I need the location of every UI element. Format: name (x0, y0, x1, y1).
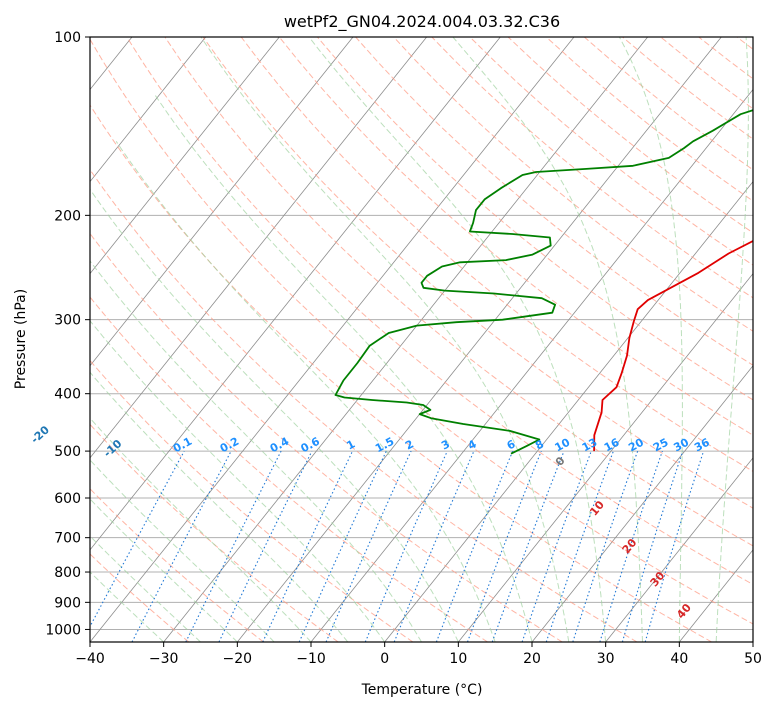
mixing-ratio-label: 16 (602, 436, 622, 455)
y-tick-label: 700 (54, 531, 81, 547)
moist-adiabat-line (618, 37, 683, 642)
isotherm-line (90, 37, 206, 183)
temperature-profile-line (593, 239, 753, 452)
mixing-ratio-line (185, 450, 282, 642)
x-tick-label: 20 (523, 651, 541, 667)
mixing-ratio-label: 25 (651, 436, 671, 455)
moist-adiabat-line (115, 141, 496, 642)
dry-adiabat-line (90, 296, 488, 642)
y-tick-label: 800 (54, 565, 81, 581)
y-axis: 1000 900 800 700 600 500 400 300 200 100 (45, 30, 90, 638)
dry-adiabat-line (90, 423, 339, 642)
mixing-ratio-label: 30 (671, 436, 691, 455)
x-tick-label: 50 (744, 651, 762, 667)
dry-adiabat-line (90, 359, 414, 642)
isotherm-line (90, 37, 280, 275)
dry-adiabat-line (90, 232, 563, 642)
isotherm-line (237, 37, 722, 642)
mixing-ratio-line (325, 450, 412, 642)
profile-lines (334, 109, 753, 455)
x-tick-label: −30 (149, 651, 179, 667)
x-tick-label: −40 (75, 651, 105, 667)
moist-adiabat-line (452, 37, 643, 642)
dry-adiabat-line (164, 37, 753, 547)
background-lines (90, 37, 753, 642)
dry-adiabat-line (90, 168, 638, 642)
y-tick-label: 200 (54, 208, 81, 224)
isotherm-line (384, 180, 753, 642)
y-tick-label: 1000 (45, 622, 81, 638)
plot-frame (89, 36, 754, 643)
y-tick-label: 100 (54, 30, 81, 46)
moist-adiabat-line (90, 535, 201, 642)
chart-title: wetPf2_GN04.2024.004.03.32.C36 (284, 12, 560, 32)
x-tick-label: −20 (223, 651, 253, 667)
mixing-ratio-label: 20 (626, 436, 646, 455)
mixing-ratio-line (572, 450, 639, 642)
y-tick-label: 900 (54, 595, 81, 611)
y-tick-label: 400 (54, 387, 81, 403)
mixing-ratio-line (435, 450, 514, 642)
moist-adiabat-line (90, 498, 238, 642)
moist-adiabat-line (308, 37, 607, 642)
mixing-ratio-line (521, 450, 592, 642)
x-axis-label: Temperature (°C) (361, 682, 483, 698)
isotherm-line (163, 37, 648, 642)
dry-adiabat-line (90, 488, 264, 642)
moist-adiabat-line (90, 459, 275, 642)
dry-adiabat-line (126, 37, 753, 586)
x-axis: −40 −30 −20 −10 0 10 20 30 40 50 (75, 642, 762, 667)
mixing-ratio-line (466, 450, 542, 642)
mixing-ratio-line (90, 450, 185, 628)
mixing-ratio-line (393, 450, 475, 642)
mixing-ratio-line (545, 450, 614, 642)
isotherm-line (458, 273, 753, 642)
y-axis-label: Pressure (hPa) (13, 289, 29, 389)
isotherm-line (531, 365, 753, 642)
y-tick-label: 500 (54, 444, 81, 460)
y-tick-label: 600 (54, 491, 81, 507)
dry-adiabat-line (202, 37, 753, 509)
dry-adiabat-line (393, 37, 753, 332)
moist-adiabat-line (90, 371, 349, 642)
isotherm-line (90, 37, 427, 459)
x-tick-label: 30 (597, 651, 615, 667)
dry-adiabat-line (278, 37, 753, 436)
mixing-ratio-line (621, 450, 684, 642)
mixing-ratio-line (599, 450, 663, 642)
mixing-ratio-label: 10 (553, 436, 573, 455)
x-tick-label: −10 (296, 651, 326, 667)
mixing-ratio-line (644, 450, 705, 642)
moist-adiabat-line (90, 188, 459, 642)
x-tick-label: 40 (670, 651, 688, 667)
dewpoint-profile-line (334, 109, 753, 455)
isotherm-line (90, 37, 501, 551)
mixing-ratio-line (364, 450, 448, 642)
isotherm-line (90, 37, 354, 367)
x-tick-label: 10 (449, 651, 467, 667)
moist-adiabat-line (715, 37, 749, 642)
y-tick-label: 300 (54, 313, 81, 329)
isotherm-line (605, 457, 753, 642)
mixing-ratio-label: 13 (580, 436, 600, 455)
moist-adiabat-line (90, 320, 386, 642)
dry-adiabat-line (90, 38, 753, 625)
dry-adiabat-line (317, 37, 753, 401)
dry-adiabat-line (90, 553, 190, 642)
mixing-ratio-line (491, 450, 565, 642)
x-tick-label: 0 (380, 651, 389, 667)
mixing-ratio-label: 36 (692, 436, 712, 455)
